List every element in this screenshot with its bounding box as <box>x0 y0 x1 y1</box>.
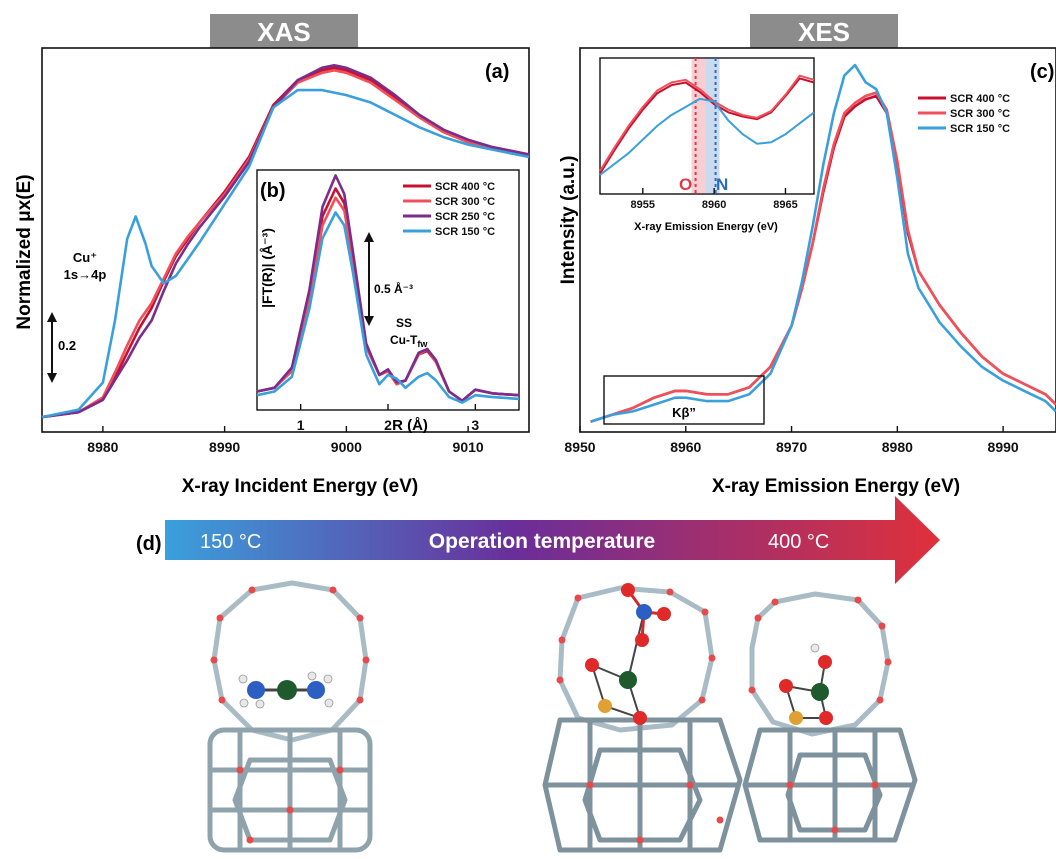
series-line-150 <box>41 88 530 419</box>
panel-b-letter: (b) <box>260 180 286 202</box>
o-atom-hydroxide <box>818 655 832 669</box>
panel-c: 8950 8960 8970 8980 8990 SCR 400 °C SCR 300 °… <box>558 47 1056 497</box>
inset-xlabel: X-ray Emission Energy (eV) <box>634 221 778 233</box>
x-tick-label: 1 <box>297 417 305 433</box>
cu-tfw-label: Cu-Tfw <box>390 333 428 349</box>
panel-a-frame <box>41 47 530 433</box>
panel-d: (d) 150 °C Operation temperature 400 °C <box>136 496 940 584</box>
x-tick-label: 8970 <box>776 439 807 455</box>
inset-x-axis: 8955 8960 8965 <box>631 188 798 211</box>
x-tick-label: 8990 <box>988 439 1019 455</box>
right-temp-label: 400 °C <box>768 531 829 553</box>
panel-a-ylabel: Normalized μx(E) <box>14 174 35 329</box>
cu-hydroxide-complex <box>779 643 833 725</box>
h-atom-hydroxide <box>810 643 820 653</box>
series-line-150 <box>599 97 815 176</box>
panel-b-series <box>256 174 520 404</box>
structure-left-cage <box>207 580 373 853</box>
panel-c-inset-frame <box>599 57 815 195</box>
scalebar-b <box>364 232 374 326</box>
series-line-250 <box>41 64 530 419</box>
cu-atom-middle <box>619 671 637 689</box>
cu-atom-left <box>277 680 297 700</box>
series-line-150 <box>590 63 1056 423</box>
panel-a-series <box>41 64 530 419</box>
panel-b-legend: SCR 400 °C SCR 300 °C SCR 250 °C SCR 150 °C <box>403 181 495 238</box>
x-tick-label: 8955 <box>631 199 655 211</box>
structure-middle-cage <box>542 585 743 853</box>
x-tick-label: 8980 <box>87 439 118 455</box>
svg-text:XAS: XAS <box>257 17 310 47</box>
o-band <box>691 58 706 194</box>
x-tick-label: 8990 <box>209 439 240 455</box>
xes-header: XES <box>750 14 898 48</box>
scalebar-b-label: 0.5 Å⁻³ <box>374 281 413 296</box>
series-line-150 <box>256 211 520 404</box>
series-line-300 <box>599 74 815 172</box>
n-atom-left <box>247 681 265 699</box>
x-tick-label: 3 <box>471 417 479 433</box>
svg-text:XES: XES <box>798 17 850 47</box>
left-temp-label: 150 °C <box>200 531 261 553</box>
panel-a: 8980 8990 9000 9010 (a) X-ray Incident Ener… <box>14 47 530 497</box>
panel-b: 1 2 3 SCR 400 °C SCR 300 °C SCR 250 °C SCR 15… <box>256 169 520 434</box>
kb-label: Kβ” <box>672 405 696 420</box>
panel-c-legend: SCR 400 °C SCR 300 °C SCR 150 °C <box>918 93 1010 135</box>
x-tick-label: 8960 <box>702 199 726 211</box>
x-tick-label: 2 <box>384 417 392 433</box>
panel-c-letter: (c) <box>1030 61 1054 83</box>
panel-a-xlabel: X-ray Incident Energy (eV) <box>182 476 419 497</box>
panel-c-frame <box>579 47 1056 433</box>
cu-nitrate-complex <box>585 583 671 725</box>
n-atom-right <box>307 681 325 699</box>
x-tick-label: 8965 <box>773 199 797 211</box>
legend-label: SCR 150 °C <box>435 226 495 238</box>
legend-label: SCR 300 °C <box>435 196 495 208</box>
x-tick-label: 8960 <box>670 439 701 455</box>
o-marker-label: O <box>679 175 692 194</box>
panel-b-xlabel: R (Å) <box>392 417 428 434</box>
scalebar-a-label: 0.2 <box>58 338 76 353</box>
panel-c-ylabel: Intensity (a.u.) <box>558 156 579 285</box>
xas-header: XAS <box>210 14 358 48</box>
n-atom-nitrate <box>636 604 652 620</box>
legend-label: SCR 400 °C <box>950 93 1010 105</box>
x-tick-label: 9010 <box>453 439 484 455</box>
temperature-arrow <box>165 496 940 584</box>
panel-b-ylabel: |FT(R)| (Å⁻³) <box>259 228 275 308</box>
legend-label: SCR 400 °C <box>435 181 495 193</box>
legend-label: SCR 250 °C <box>435 211 495 223</box>
structure-right-cage <box>742 591 918 843</box>
kb-box <box>603 375 765 425</box>
legend-label: SCR 150 °C <box>950 123 1010 135</box>
cu-transition-label: 1s→4p <box>64 267 107 282</box>
cu-plus-label: Cu⁺ <box>73 250 97 265</box>
x-tick-label: 8950 <box>564 439 595 455</box>
inset-series <box>599 74 815 176</box>
scalebar-a <box>47 312 57 383</box>
panel-b-x-axis: 1 2 3 <box>297 404 479 433</box>
panel-a-x-axis: 8980 8990 9000 9010 <box>87 426 484 455</box>
panel-d-letter: (d) <box>136 533 162 555</box>
n-marker-label: N <box>716 175 728 194</box>
series-line-250 <box>256 174 520 403</box>
panel-a-letter: (a) <box>485 61 509 83</box>
o-n-bands <box>691 58 720 194</box>
al-atom-middle <box>598 699 612 713</box>
cu-atom-right <box>811 683 829 701</box>
x-tick-label: 9000 <box>331 439 362 455</box>
legend-label: SCR 300 °C <box>950 108 1010 120</box>
n-band <box>705 58 720 194</box>
al-atom-right <box>789 711 803 725</box>
arrow-center-label: Operation temperature <box>429 530 655 553</box>
cu-diamine-complex <box>238 671 334 709</box>
ss-label: SS <box>396 316 412 330</box>
x-tick-label: 8980 <box>882 439 913 455</box>
series-line-300 <box>590 91 1056 423</box>
panel-c-x-axis: 8950 8960 8970 8980 8990 <box>564 426 1019 455</box>
panel-c-series <box>590 63 1056 423</box>
panel-c-xlabel: X-ray Emission Energy (eV) <box>712 476 960 497</box>
